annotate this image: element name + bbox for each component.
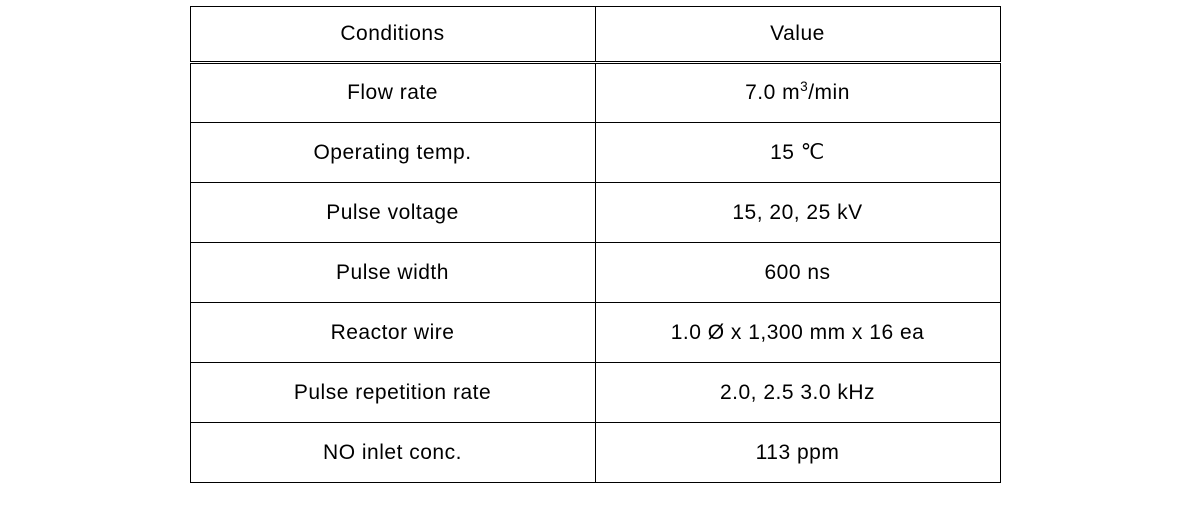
cell-value: 15 ℃ [595, 123, 1000, 183]
cell-condition: Reactor wire [190, 303, 595, 363]
table-row: Operating temp. 15 ℃ [190, 123, 1000, 183]
table-row: Pulse width 600 ns [190, 243, 1000, 303]
cell-condition: Pulse width [190, 243, 595, 303]
table-header-row: Conditions Value [190, 7, 1000, 63]
cell-value: 15, 20, 25 kV [595, 183, 1000, 243]
cell-condition: Flow rate [190, 63, 595, 123]
cell-condition: Operating temp. [190, 123, 595, 183]
table-row: Reactor wire 1.0 Ø x 1,300 mm x 16 ea [190, 303, 1000, 363]
table-row: Flow rate 7.0 m3/min [190, 63, 1000, 123]
col-header-value: Value [595, 7, 1000, 63]
col-header-conditions: Conditions [190, 7, 595, 63]
cell-value: 7.0 m3/min [595, 63, 1000, 123]
cell-value: 600 ns [595, 243, 1000, 303]
cell-condition: Pulse voltage [190, 183, 595, 243]
cell-condition: Pulse repetition rate [190, 363, 595, 423]
table-row: Pulse repetition rate 2.0, 2.5 3.0 kHz [190, 363, 1000, 423]
table-body: Flow rate 7.0 m3/min Operating temp. 15 … [190, 63, 1000, 483]
cell-value: 113 ppm [595, 423, 1000, 483]
cell-condition: NO inlet conc. [190, 423, 595, 483]
page: Conditions Value Flow rate 7.0 m3/min Op… [0, 0, 1190, 512]
conditions-table: Conditions Value Flow rate 7.0 m3/min Op… [190, 6, 1001, 483]
table-row: NO inlet conc. 113 ppm [190, 423, 1000, 483]
cell-value: 2.0, 2.5 3.0 kHz [595, 363, 1000, 423]
table-row: Pulse voltage 15, 20, 25 kV [190, 183, 1000, 243]
cell-value: 1.0 Ø x 1,300 mm x 16 ea [595, 303, 1000, 363]
